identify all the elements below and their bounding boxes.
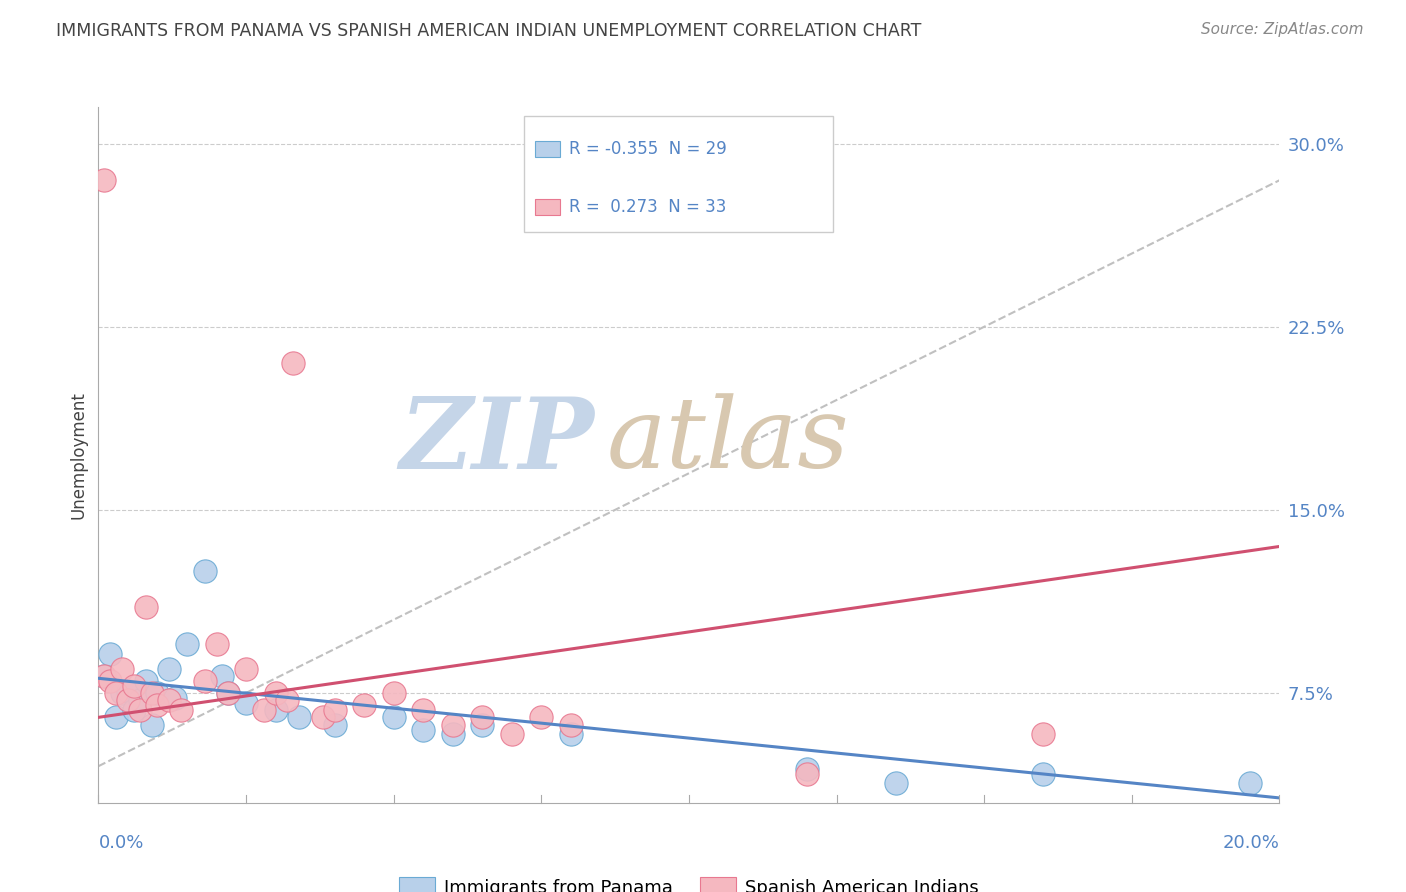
Point (276, 693, 298, 707)
Point (98, 647, 121, 661)
Point (884, 776, 907, 790)
Point (412, 703, 434, 717)
Y-axis label: Unemployment: Unemployment (69, 391, 87, 519)
Point (235, 696, 257, 710)
Point (288, 710, 311, 724)
Point (382, 710, 405, 724)
Point (235, 661, 257, 675)
Point (283, 356, 305, 370)
Legend: Immigrants from Panama, Spanish American Indians: Immigrants from Panama, Spanish American… (392, 870, 986, 892)
Point (560, 727, 582, 741)
Point (170, 703, 193, 717)
Text: IMMIGRANTS FROM PANAMA VS SPANISH AMERICAN INDIAN UNEMPLOYMENT CORRELATION CHART: IMMIGRANTS FROM PANAMA VS SPANISH AMERIC… (56, 22, 921, 40)
Point (194, 673, 217, 688)
Point (117, 693, 139, 707)
Text: atlas: atlas (606, 393, 849, 489)
Point (211, 669, 233, 683)
Point (141, 686, 163, 700)
Point (382, 686, 405, 700)
Point (105, 710, 128, 724)
Point (471, 717, 494, 731)
Point (98, 673, 121, 688)
Point (441, 727, 464, 741)
Point (135, 673, 157, 688)
Point (165, 690, 187, 705)
Point (146, 686, 169, 700)
Point (93, 669, 115, 683)
Point (441, 717, 464, 731)
Point (122, 679, 145, 693)
Point (146, 698, 169, 713)
Point (471, 710, 494, 724)
Point (217, 686, 239, 700)
Point (253, 703, 276, 717)
Point (111, 686, 134, 700)
Point (1239, 776, 1261, 790)
Point (194, 564, 217, 578)
Point (1032, 727, 1054, 741)
Point (530, 710, 553, 724)
Point (412, 723, 434, 737)
Text: R =  0.273  N = 33: R = 0.273 N = 33 (568, 198, 725, 216)
Point (176, 637, 198, 651)
Point (105, 686, 128, 700)
Point (128, 693, 150, 707)
Text: 20.0%: 20.0% (1223, 834, 1279, 852)
Point (122, 703, 145, 717)
Point (93, 669, 115, 683)
Point (128, 703, 150, 717)
Point (217, 686, 239, 700)
Point (323, 703, 346, 717)
Text: 0.0%: 0.0% (98, 834, 143, 852)
Point (796, 762, 818, 776)
Point (796, 766, 818, 780)
Point (560, 717, 582, 731)
Point (312, 710, 335, 724)
Point (117, 683, 139, 698)
Point (135, 600, 157, 615)
Text: ZIP: ZIP (399, 392, 595, 489)
Point (264, 703, 287, 717)
Point (157, 661, 180, 675)
Point (1032, 766, 1054, 780)
Text: Source: ZipAtlas.com: Source: ZipAtlas.com (1201, 22, 1364, 37)
Point (141, 717, 163, 731)
Point (264, 686, 287, 700)
Point (205, 637, 228, 651)
Point (501, 727, 523, 741)
Point (111, 661, 134, 675)
Point (353, 698, 375, 713)
Point (323, 717, 346, 731)
Point (157, 693, 180, 707)
Point (93, 173, 115, 187)
Text: R = -0.355  N = 29: R = -0.355 N = 29 (568, 140, 727, 158)
